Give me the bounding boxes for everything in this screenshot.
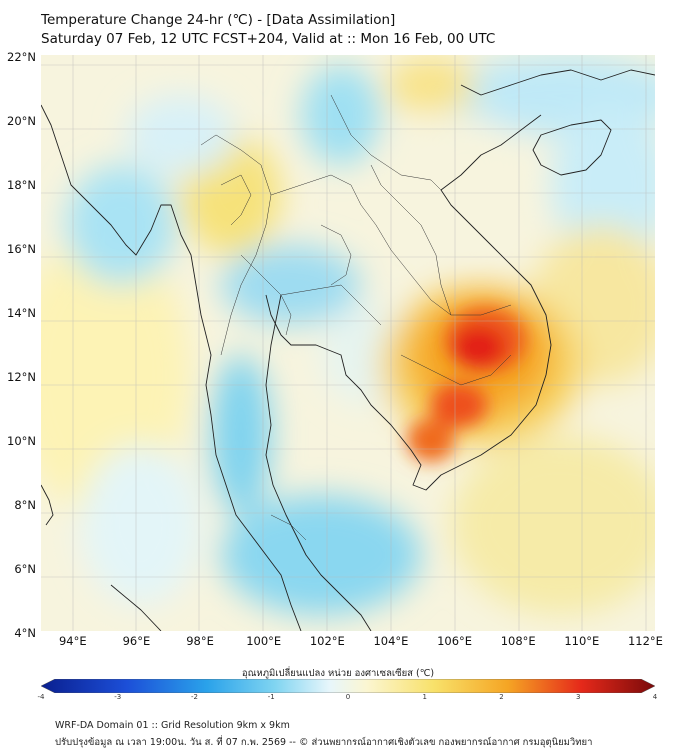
lon-label: 94°E: [58, 634, 87, 648]
lat-label: 18°N: [7, 178, 36, 192]
colorbar-tick-label: 3: [576, 693, 581, 701]
lat-label: 20°N: [7, 114, 36, 128]
colorbar-tick-label: -2: [191, 693, 198, 701]
colorbar-tick-label: -1: [267, 693, 275, 701]
colorbar-tick-label: 1: [422, 693, 427, 701]
lat-label: 6°N: [14, 562, 36, 576]
colorbar-tick-label: 4: [652, 693, 658, 701]
footer-credit: ปรับปรุงข้อมูล ณ เวลา 19:00น. วัน ส. ที่…: [55, 737, 593, 748]
lon-label: 96°E: [122, 634, 151, 648]
colorbar-gradient: [41, 679, 655, 693]
colorbar-label: อุณหภูมิเปลี่ยนแปลง หน่วย องศาเซลเซียส (…: [241, 668, 435, 679]
temperature-field: [41, 55, 655, 615]
colorbar-tick-label: 2: [499, 693, 504, 701]
lon-label: 108°E: [500, 634, 536, 648]
country-borders: [200, 94, 512, 541]
footer-grid-info: WRF-DA Domain 01 :: Grid Resolution 9km …: [55, 720, 290, 731]
map-title: Temperature Change 24-hr (℃) - [Data Ass…: [41, 12, 396, 28]
lon-label: 102°E: [309, 634, 345, 648]
warm-core: [407, 308, 526, 462]
lon-label: 100°E: [246, 634, 282, 648]
lon-label: 110°E: [564, 634, 600, 648]
lat-label: 10°N: [7, 434, 36, 448]
colorbar-tick-label: -3: [114, 693, 122, 701]
lat-lon-grid: [41, 55, 655, 631]
colorbar-tick-label: 0: [345, 693, 351, 701]
lat-label: 22°N: [7, 50, 36, 64]
colorbar: [41, 679, 655, 693]
lon-label: 112°E: [627, 634, 663, 648]
lat-label: 8°N: [14, 498, 36, 512]
lat-label: 14°N: [7, 306, 36, 320]
colorbar-tick-label: -4: [37, 693, 45, 701]
lat-label: 12°N: [7, 370, 36, 384]
lat-label: 4°N: [14, 626, 36, 640]
map-subtitle: Saturday 07 Feb, 12 UTC FCST+204, Valid …: [41, 31, 496, 47]
lon-label: 104°E: [373, 634, 409, 648]
lon-label: 98°E: [186, 634, 214, 648]
lon-label: 106°E: [437, 634, 473, 648]
lat-label: 16°N: [7, 242, 36, 256]
temperature-change-map: [41, 55, 655, 631]
coastlines: [41, 69, 655, 631]
